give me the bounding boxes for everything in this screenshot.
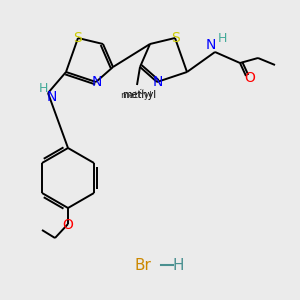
- Text: methyl: methyl: [122, 90, 156, 100]
- Text: N: N: [92, 75, 102, 89]
- Text: N: N: [206, 38, 216, 52]
- Text: N: N: [153, 75, 163, 89]
- Text: methyl: methyl: [120, 91, 152, 100]
- Text: S: S: [171, 31, 179, 45]
- Text: H: H: [217, 32, 227, 44]
- Text: O: O: [244, 71, 255, 85]
- Text: Br: Br: [135, 257, 152, 272]
- Text: methyl: methyl: [140, 88, 144, 90]
- Text: H: H: [38, 82, 48, 94]
- Text: S: S: [74, 31, 82, 45]
- Text: O: O: [63, 218, 74, 232]
- Text: N: N: [47, 90, 57, 104]
- Text: H: H: [172, 257, 184, 272]
